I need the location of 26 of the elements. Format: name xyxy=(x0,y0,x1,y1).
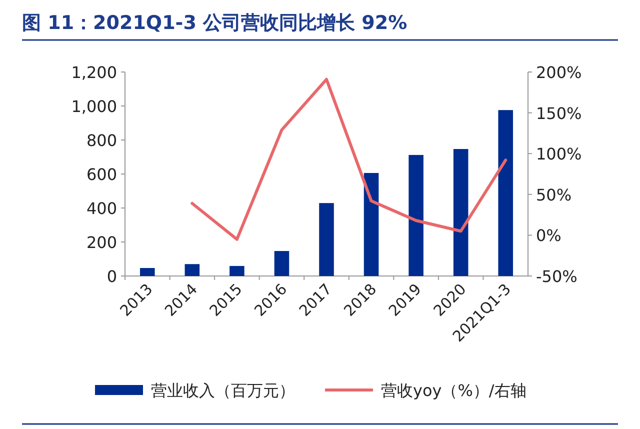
legend-label: 营业收入（百万元） xyxy=(151,381,295,400)
bar xyxy=(498,110,513,276)
y-tick-label: 1,000 xyxy=(71,97,117,116)
bar xyxy=(140,268,155,276)
bar xyxy=(184,264,200,276)
y2-tick-label: 50% xyxy=(536,185,572,204)
y-tick-label: 800 xyxy=(86,131,117,150)
y2-tick-label: 200% xyxy=(536,63,582,82)
y2-tick-label: -50% xyxy=(536,267,578,286)
y-tick-label: 400 xyxy=(86,199,117,218)
y-tick-label: 600 xyxy=(86,165,117,184)
bar xyxy=(230,266,244,276)
y2-tick-label: 100% xyxy=(536,144,582,164)
chart-title: 图 11：2021Q1-3 公司营收同比增长 92% xyxy=(22,12,408,34)
y-tick-label: 200 xyxy=(86,233,117,252)
bar xyxy=(274,251,290,276)
y2-tick-label: 0% xyxy=(536,226,562,246)
bar xyxy=(364,172,379,276)
bar xyxy=(319,203,334,276)
bar xyxy=(453,149,468,276)
y-tick-label: 0 xyxy=(106,267,117,286)
line-series xyxy=(190,78,508,241)
y2-tick-label: 150% xyxy=(536,104,582,123)
bar xyxy=(408,154,424,276)
y-tick-label: 1,200 xyxy=(71,63,117,82)
legend-label: 营收yoy（%）/右轴 xyxy=(381,381,526,400)
